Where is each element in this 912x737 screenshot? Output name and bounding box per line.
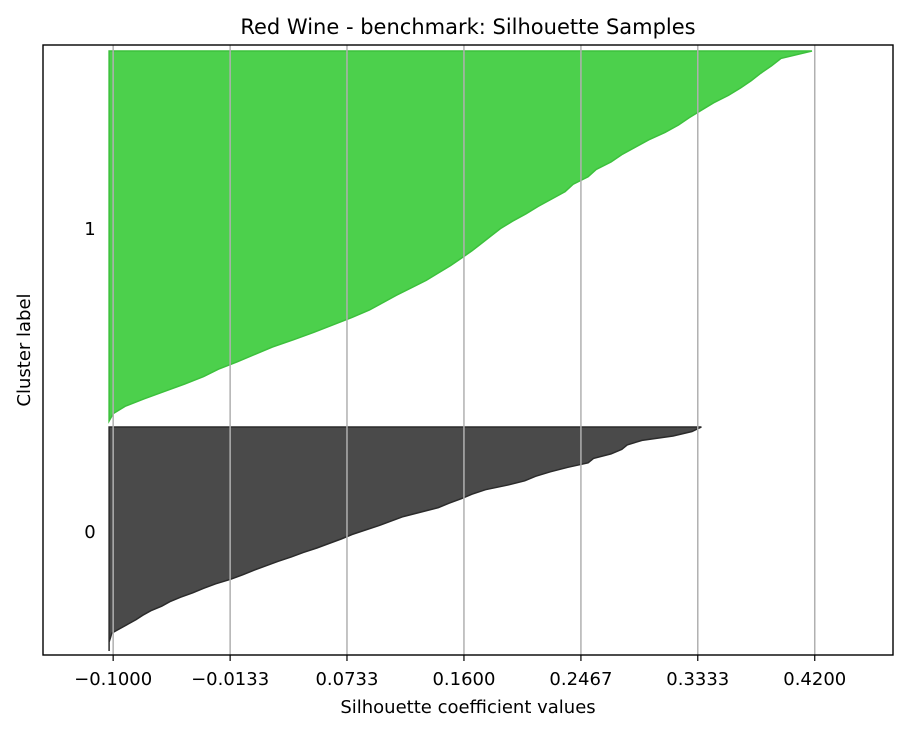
plot-frame: [42, 44, 894, 656]
x-tick-label: 0.4200: [783, 669, 846, 690]
chart-title: Red Wine - benchmark: Silhouette Samples: [240, 15, 695, 39]
x-tick-label: 0.3333: [666, 669, 729, 690]
x-tick-label: 0.2467: [549, 669, 612, 690]
gridlines: [112, 45, 816, 655]
plot-area: [108, 50, 813, 651]
y-tick-label: 1: [84, 219, 95, 240]
y-axis: 01: [84, 219, 95, 543]
x-tick-label: −0.1000: [74, 669, 152, 690]
cluster-1-silhouette: [108, 50, 813, 424]
x-tick-label: 0.1600: [432, 669, 495, 690]
cluster-0-silhouette: [108, 426, 702, 651]
y-axis-label: Cluster label: [14, 293, 35, 406]
x-tick-label: −0.0133: [191, 669, 269, 690]
y-tick-label: 0: [84, 522, 95, 543]
x-tick-label: 0.0733: [315, 669, 378, 690]
x-axis-label: Silhouette coefficient values: [340, 697, 595, 718]
x-axis: −0.1000 −0.0133 0.0733 0.1600 0.2467 0.3333 0.…: [74, 655, 846, 690]
